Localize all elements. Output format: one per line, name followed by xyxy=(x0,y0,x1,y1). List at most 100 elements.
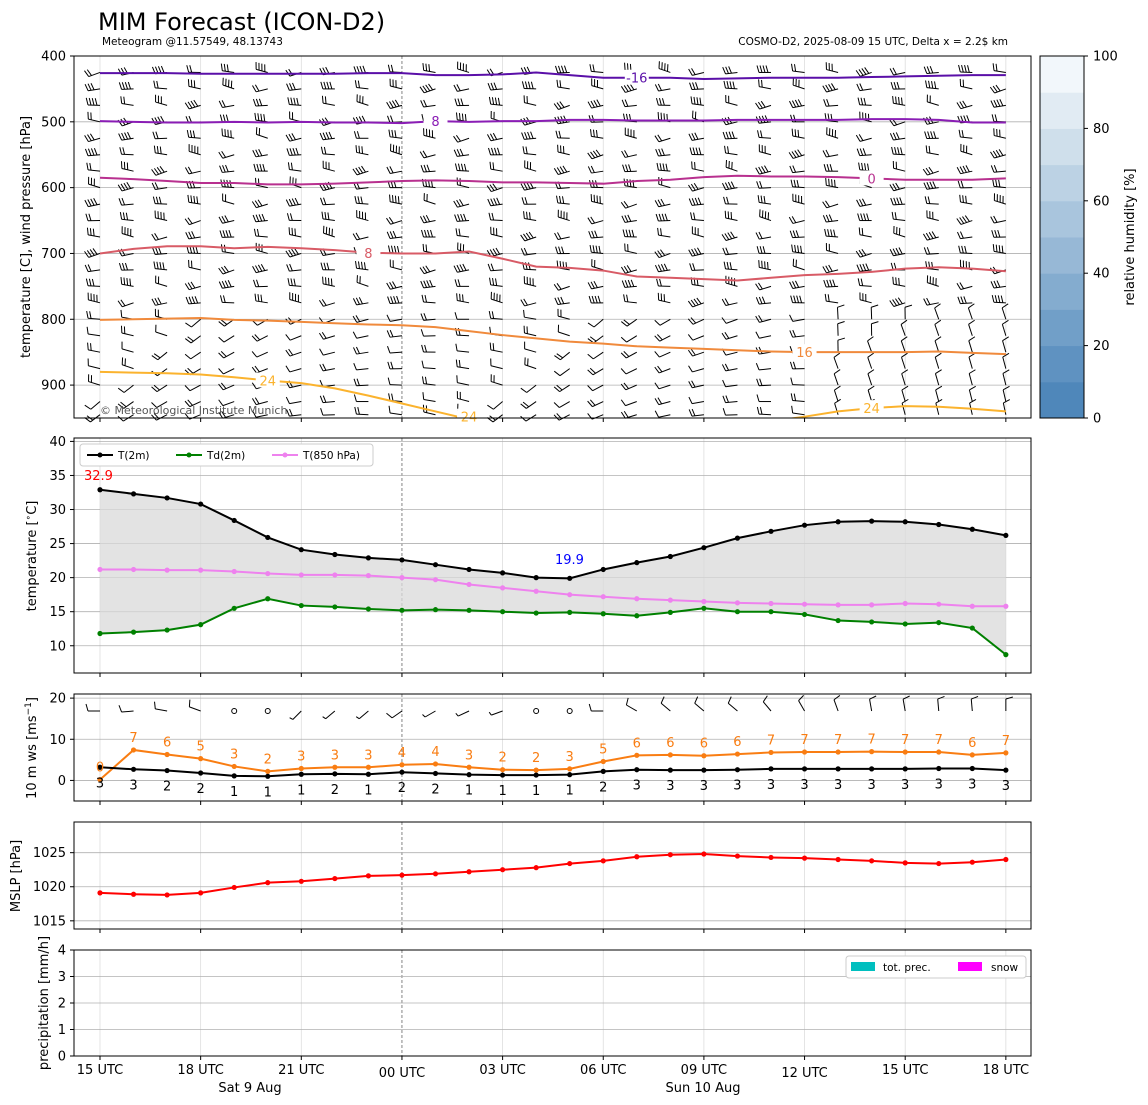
wind-barb-feather xyxy=(860,213,864,221)
wind-barb-feather xyxy=(90,83,95,91)
wind-barb-feather xyxy=(151,355,159,361)
wind-barb-feather xyxy=(254,397,260,405)
wind-barb-feather xyxy=(187,194,190,203)
wind-barb-feather xyxy=(631,229,635,238)
wind-barb-feather xyxy=(691,408,696,417)
wind-barb-feather xyxy=(724,182,730,190)
wind-barb-feather xyxy=(763,195,766,204)
gust-point xyxy=(734,751,741,757)
wind-barb-feather xyxy=(692,263,696,271)
t2m-point xyxy=(768,528,774,534)
wind-barb-feather xyxy=(121,197,126,206)
td2m-point xyxy=(600,611,606,617)
wind-barb-feather xyxy=(422,215,428,223)
wind-barb-shaft xyxy=(121,252,134,257)
mean-wind-point xyxy=(634,767,640,773)
wind-barb-feather xyxy=(391,393,394,401)
wind-barb-feather xyxy=(463,163,467,172)
wind-barb-feather xyxy=(926,247,931,255)
wind-barb-feather xyxy=(828,178,830,186)
wind-barb-feather xyxy=(692,147,696,155)
wind-barb-feather xyxy=(587,166,592,174)
wind-barb-feather xyxy=(790,393,794,401)
wind-barb-feather xyxy=(156,261,159,270)
wind-barb-feather xyxy=(320,146,324,154)
wind-barb-feather xyxy=(591,230,595,238)
wind-barb-feather xyxy=(255,98,260,106)
wind-barb-feather xyxy=(386,314,391,322)
wind-barb-feather xyxy=(855,70,861,77)
wind-barb-shaft xyxy=(893,203,906,206)
wind-barb-feather xyxy=(120,96,123,104)
wind-barb-feather xyxy=(428,83,434,91)
wind-barb-feather xyxy=(191,296,196,304)
wind-barb-feather xyxy=(463,213,467,221)
wind-barb-feather xyxy=(494,97,498,105)
wind-barb-feather xyxy=(622,229,626,237)
gust-label: 6 xyxy=(633,736,641,751)
wind-barb-feather xyxy=(760,100,766,108)
wind-barb-feather xyxy=(996,99,1001,107)
wind-barb-shaft xyxy=(758,384,772,387)
x-tick-label: 00 UTC xyxy=(379,1066,425,1081)
wind-barb-shaft xyxy=(121,203,134,206)
wind-barb-shaft xyxy=(560,351,571,361)
wind-barb-feather xyxy=(657,397,663,405)
wind-barb-shaft xyxy=(526,384,537,393)
wind-barb-feather xyxy=(556,195,559,203)
wind-barb-feather xyxy=(664,213,668,221)
mean-wind-point xyxy=(567,772,573,778)
wind-barb-shaft xyxy=(591,70,604,73)
wind-barb-shaft xyxy=(692,168,705,172)
wind-barb-feather xyxy=(323,146,327,155)
wind-barb-feather xyxy=(354,80,357,88)
wind-barb-feather xyxy=(224,215,229,223)
wind-barb-shaft xyxy=(222,220,235,224)
wind-barb-feather xyxy=(729,262,732,270)
wind-barb-feather xyxy=(222,230,226,238)
legend-snow-swatch xyxy=(958,962,982,971)
wind-barb-feather xyxy=(387,296,391,304)
wind-barb-feather xyxy=(117,300,123,308)
wind-barb-feather xyxy=(991,294,995,303)
wind-barb-feather xyxy=(923,247,928,255)
wind-barb-feather xyxy=(90,343,92,351)
wind-barb-feather xyxy=(123,277,126,285)
wind-barb-feather xyxy=(224,129,226,137)
wind-barb-feather xyxy=(322,395,327,403)
wind-barb-shaft xyxy=(155,331,168,337)
gust-label: 5 xyxy=(599,742,607,757)
gust-point xyxy=(533,767,539,773)
wind-barb-feather xyxy=(553,284,559,291)
wind-barb-feather xyxy=(899,197,903,205)
wind-barb-feather xyxy=(520,234,526,242)
wind-barb-shaft xyxy=(658,234,671,238)
wind-barb-feather xyxy=(994,230,998,238)
wind-barb-feather xyxy=(356,378,360,386)
wind-barb-feather xyxy=(289,83,293,91)
gust-label: 6 xyxy=(733,735,741,750)
wind-barb-feather xyxy=(822,201,828,209)
wind-barb-feather xyxy=(935,398,943,404)
wind-barb-feather xyxy=(421,113,425,122)
wind-barb-feather xyxy=(189,245,193,254)
wind-barb-feather xyxy=(184,167,190,175)
wind-barb-feather xyxy=(256,163,260,172)
wind-barb-feather xyxy=(184,283,190,290)
mean-wind-line xyxy=(99,766,1006,778)
wind-barb-feather xyxy=(861,248,867,256)
wind-barb-feather xyxy=(826,164,830,172)
wind-barb-shaft xyxy=(88,269,101,273)
wind-barb-feather xyxy=(791,151,797,158)
wind-barb-feather xyxy=(587,353,594,360)
t850-point xyxy=(399,575,405,581)
wind-barb-shaft xyxy=(390,318,403,322)
wind-barb-shaft xyxy=(356,318,369,323)
wind-barb-feather xyxy=(220,319,228,325)
wind-barb-feather xyxy=(454,312,458,320)
wind-barb-feather xyxy=(991,230,995,238)
mean-wind-label: 3 xyxy=(1002,779,1010,794)
wind-barb-feather xyxy=(756,246,760,254)
wind-barb-feather xyxy=(620,336,627,343)
wind-barb-feather xyxy=(959,101,965,109)
